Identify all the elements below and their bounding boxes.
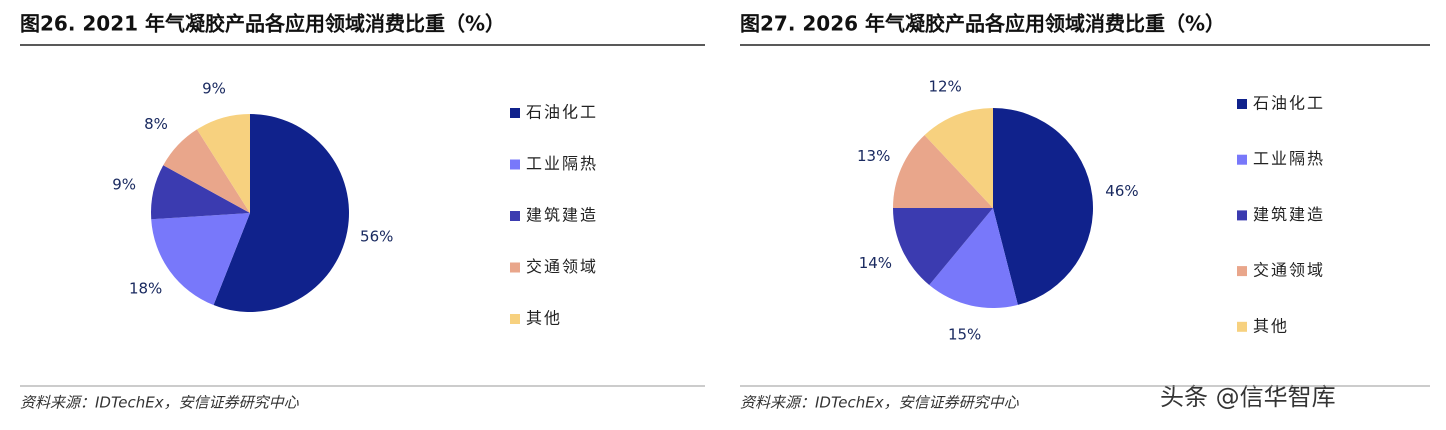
legend-swatch <box>1237 210 1247 221</box>
source-note: 资料来源：IDTechEx，安信证券研究中心 <box>20 394 300 412</box>
slice-label: 18% <box>129 279 162 297</box>
legend-swatch <box>1237 266 1247 277</box>
slice-label: 8% <box>144 115 168 133</box>
legend-label: 石油化工 <box>1253 94 1325 113</box>
legend-swatch <box>1237 154 1247 165</box>
legend-swatch <box>1237 321 1247 332</box>
pie-slice <box>213 114 350 312</box>
pie-slice <box>196 114 250 213</box>
legend-label: 其他 <box>1253 316 1289 335</box>
legend-label: 其他 <box>526 309 562 328</box>
legend-label: 建筑建造 <box>1253 205 1325 224</box>
pie-slice <box>892 208 993 286</box>
legend-label: 交通领域 <box>526 257 598 276</box>
chart-title: 图27. 2026 年气凝胶产品各应用领域消费比重（%） <box>740 12 1225 36</box>
legend-swatch <box>510 314 520 324</box>
slice-label: 12% <box>928 78 961 96</box>
pie-slice <box>893 135 993 208</box>
pie-slice <box>924 108 993 208</box>
slice-label: 9% <box>202 80 226 98</box>
slice-label: 15% <box>948 325 981 343</box>
slice-label: 13% <box>857 147 890 165</box>
pie-slice <box>163 129 250 213</box>
legend-swatch <box>510 262 520 273</box>
legend-swatch <box>510 108 520 118</box>
slice-label: 9% <box>112 175 136 193</box>
legend-swatch <box>510 159 520 170</box>
legend-label: 建筑建造 <box>526 206 598 225</box>
slice-label: 46% <box>1105 182 1138 200</box>
watermark: 头条 @信华智库 <box>1160 383 1336 411</box>
pie-slice <box>151 165 250 220</box>
legend-swatch <box>1237 99 1247 109</box>
legend-swatch <box>510 211 520 221</box>
slice-label: 56% <box>360 228 393 246</box>
legend-label: 工业隔热 <box>526 154 598 173</box>
legend-label: 工业隔热 <box>1253 149 1325 168</box>
slice-label: 14% <box>859 254 892 272</box>
legend-label: 交通领域 <box>1253 261 1325 280</box>
pie-slice <box>993 108 1093 305</box>
chart-title: 图26. 2021 年气凝胶产品各应用领域消费比重（%） <box>20 12 505 36</box>
source-note: 资料来源：IDTechEx，安信证券研究中心 <box>740 394 1020 412</box>
pie-slice <box>151 213 250 306</box>
legend-label: 石油化工 <box>526 103 598 122</box>
pie-slice <box>929 208 1018 309</box>
